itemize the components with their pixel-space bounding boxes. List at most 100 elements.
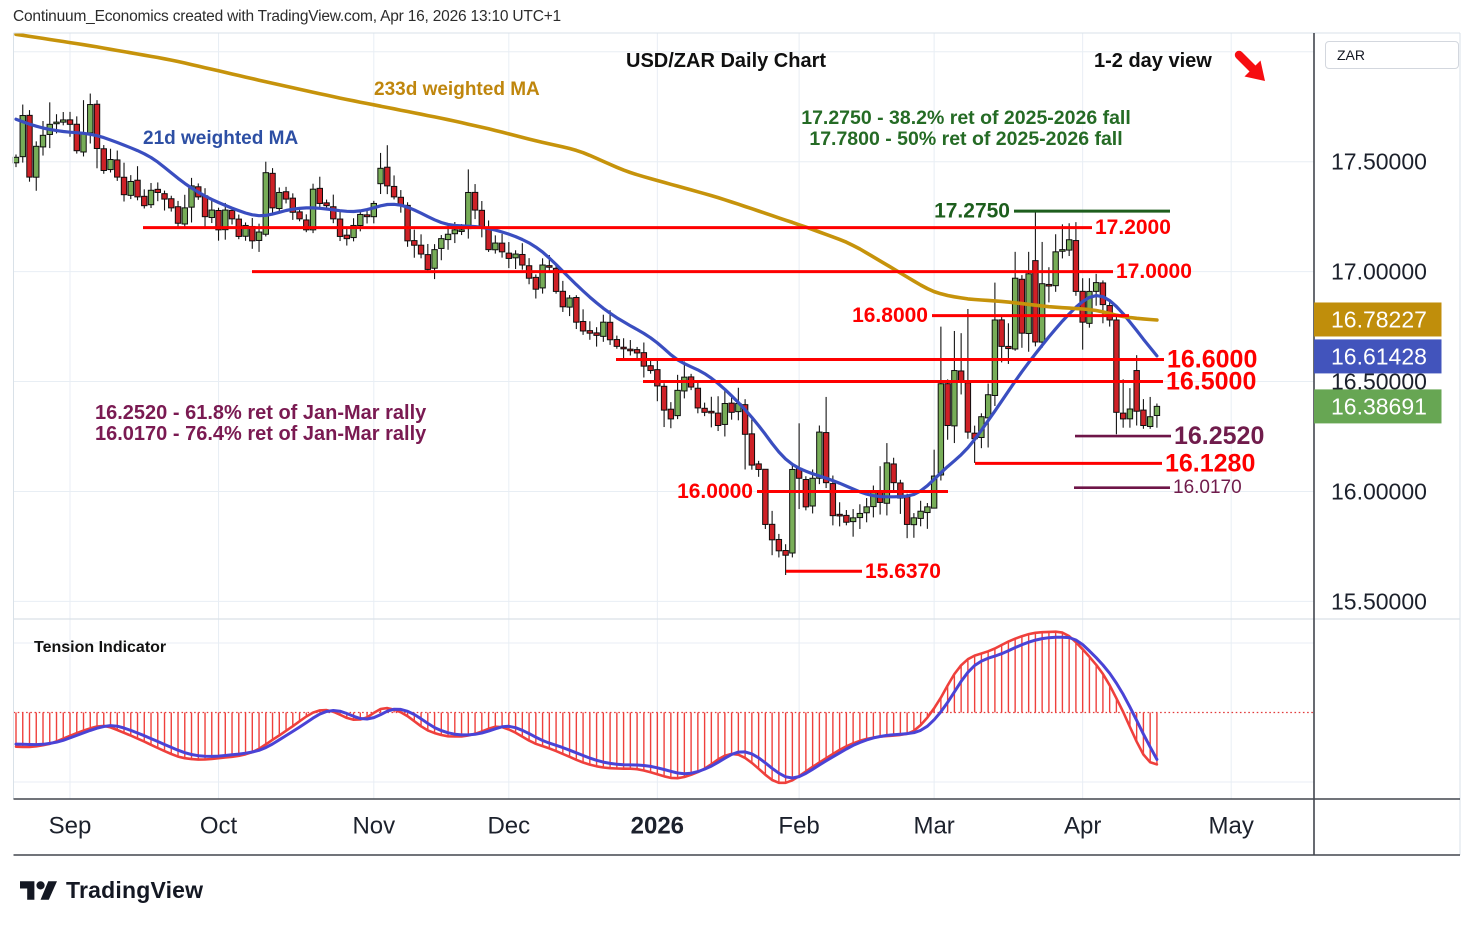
- time-axis-label-Feb: Feb: [778, 813, 819, 840]
- level-label-16.5000: 16.5000: [1166, 368, 1256, 396]
- price-badge-16.38691: 16.38691: [1314, 389, 1442, 424]
- candle: [147, 182, 155, 208]
- level-label-16.1280: 16.1280: [1165, 449, 1255, 477]
- level-label-16.0000: 16.0000: [677, 480, 753, 503]
- candle: [512, 250, 519, 270]
- candle: [1092, 273, 1100, 306]
- candle: [1153, 403, 1161, 428]
- candle: [762, 468, 769, 529]
- level-label-16.6000: 16.6000: [1167, 346, 1257, 374]
- candle: [12, 154, 20, 168]
- candle: [1038, 241, 1046, 348]
- candle: [168, 195, 175, 212]
- candle: [667, 402, 675, 429]
- candle: [33, 141, 40, 191]
- candle: [708, 396, 715, 428]
- candle: [714, 396, 722, 432]
- candle: [276, 187, 283, 213]
- candle: [633, 346, 641, 360]
- candle: [600, 314, 607, 342]
- tension-indicator[interactable]: [13, 630, 1315, 785]
- candle: [627, 340, 634, 356]
- price-axis[interactable]: 17.5000017.0000016.5000016.0000015.50000…: [1314, 149, 1442, 615]
- candle: [681, 361, 688, 399]
- candle: [127, 175, 134, 200]
- candle: [701, 402, 708, 417]
- candle: [944, 379, 951, 440]
- tension-fast-line: [14, 630, 1159, 785]
- candle: [404, 202, 411, 247]
- ma21-line[interactable]: [14, 117, 1159, 499]
- candle: [566, 295, 573, 317]
- candle: [660, 383, 668, 428]
- candle: [1140, 399, 1147, 429]
- candlestick-series[interactable]: [12, 93, 1161, 575]
- candle: [397, 190, 405, 213]
- candle: [789, 465, 796, 558]
- candle: [485, 220, 492, 252]
- candle: [242, 222, 249, 241]
- candle: [46, 102, 53, 149]
- level-label-15.6370: 15.6370: [865, 560, 941, 583]
- support-resistance-levels[interactable]: 17.2750 17.2000 17.0000 16.8000 16.600016.50…: [143, 200, 1264, 583]
- time-axis[interactable]: Sep Oct Nov Dec 2026 Feb Mar Apr May: [49, 813, 1254, 840]
- grid-lines: [13, 33, 1314, 799]
- candle: [188, 177, 195, 223]
- candle: [863, 498, 870, 523]
- candle: [471, 184, 479, 220]
- candle: [998, 315, 1005, 363]
- tradingview-logo[interactable]: TradingView: [20, 877, 203, 904]
- candle: [114, 150, 121, 181]
- price-badge-text: 16.61428: [1331, 343, 1427, 369]
- candle: [613, 335, 621, 349]
- level-label-16.8000: 16.8000: [852, 304, 928, 327]
- candle: [262, 161, 269, 237]
- candle: [573, 295, 580, 330]
- candle: [1086, 278, 1093, 328]
- panel-borders: [13, 32, 1461, 856]
- candle: [80, 100, 87, 157]
- ma233-line[interactable]: [14, 32, 1159, 322]
- candle: [843, 510, 850, 526]
- tension-indicator-label[interactable]: Tension Indicator: [34, 639, 167, 656]
- fib-fall-line2: 17.7800 - 50% ret of 2025-2026 fall: [809, 127, 1123, 150]
- candle: [1059, 224, 1066, 259]
- candle: [1018, 275, 1026, 348]
- time-axis-label-Apr: Apr: [1064, 813, 1101, 840]
- candle: [937, 326, 945, 481]
- level-label-17.2000: 17.2000: [1095, 216, 1171, 239]
- candle: [181, 194, 188, 228]
- candle: [363, 209, 371, 224]
- candle: [431, 244, 438, 280]
- candle: [775, 533, 783, 558]
- time-axis-label-2026: 2026: [631, 813, 684, 840]
- ma21-line-label[interactable]: 21d weighted MA: [143, 128, 299, 149]
- level-label-16.0170: 16.0170: [1173, 477, 1242, 498]
- candle: [1146, 396, 1154, 429]
- tension-slow-line: [14, 635, 1159, 780]
- symbol-search-box[interactable]: ZAR: [1325, 41, 1459, 69]
- candle: [478, 201, 486, 238]
- candle: [350, 218, 357, 242]
- candle: [296, 209, 303, 222]
- candle: [424, 243, 432, 272]
- candle: [606, 310, 614, 345]
- candle: [60, 112, 67, 126]
- candle: [316, 176, 323, 209]
- candle: [782, 544, 789, 575]
- candle: [282, 186, 290, 204]
- candle: [343, 226, 350, 246]
- view-horizon-label: 1-2 day view: [1094, 50, 1212, 72]
- candle: [694, 382, 702, 414]
- candle: [73, 116, 80, 154]
- ma233-line-label[interactable]: 233d weighted MA: [374, 79, 540, 100]
- candle: [519, 243, 526, 270]
- time-axis-label-Mar: Mar: [913, 813, 954, 840]
- candle: [728, 394, 735, 420]
- candle: [289, 193, 296, 220]
- candle: [228, 208, 236, 225]
- candle: [303, 214, 310, 233]
- candle: [215, 207, 222, 241]
